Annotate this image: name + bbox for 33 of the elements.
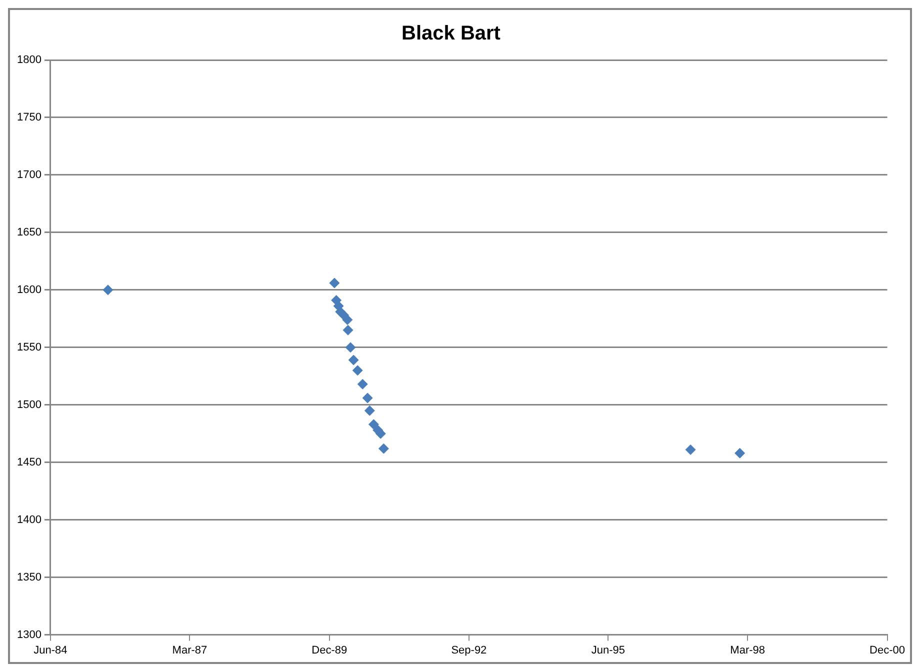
x-tick-label: Mar-87 bbox=[172, 644, 208, 656]
y-tick-label: 1350 bbox=[16, 571, 42, 584]
point bbox=[685, 444, 696, 455]
x-tick-label: Mar-98 bbox=[730, 644, 766, 656]
point bbox=[348, 354, 359, 366]
x-tick-label: Jun-84 bbox=[34, 644, 68, 656]
y-tick-label: 1650 bbox=[16, 226, 42, 238]
point bbox=[352, 365, 363, 376]
y-tick-label: 1500 bbox=[16, 398, 42, 411]
point bbox=[102, 284, 114, 296]
y-tick-label: 1450 bbox=[16, 456, 42, 468]
point bbox=[329, 278, 340, 288]
point bbox=[362, 392, 373, 404]
point bbox=[357, 378, 368, 390]
point bbox=[342, 324, 354, 336]
y-tick-label: 1700 bbox=[16, 168, 42, 181]
point bbox=[734, 448, 746, 458]
x-tick-label: Jun-95 bbox=[591, 644, 626, 656]
y-tick-label: 1550 bbox=[16, 341, 42, 354]
x-tick-label: Sep-92 bbox=[451, 644, 487, 656]
point bbox=[342, 314, 353, 326]
point bbox=[368, 419, 379, 430]
x-tick-label: Dec-89 bbox=[312, 644, 348, 656]
y-tick-label: 1750 bbox=[16, 112, 42, 124]
point bbox=[378, 443, 389, 454]
point bbox=[345, 342, 356, 353]
y-tick-label: 1600 bbox=[16, 284, 42, 296]
y-tick-label: 1800 bbox=[16, 54, 42, 66]
y-tick-label: 1300 bbox=[16, 628, 42, 641]
y-tick-label: 1400 bbox=[16, 514, 42, 526]
x-tick-label: Dec-00 bbox=[870, 644, 906, 656]
chart-title: Black Bart bbox=[402, 22, 501, 45]
point bbox=[364, 405, 375, 416]
